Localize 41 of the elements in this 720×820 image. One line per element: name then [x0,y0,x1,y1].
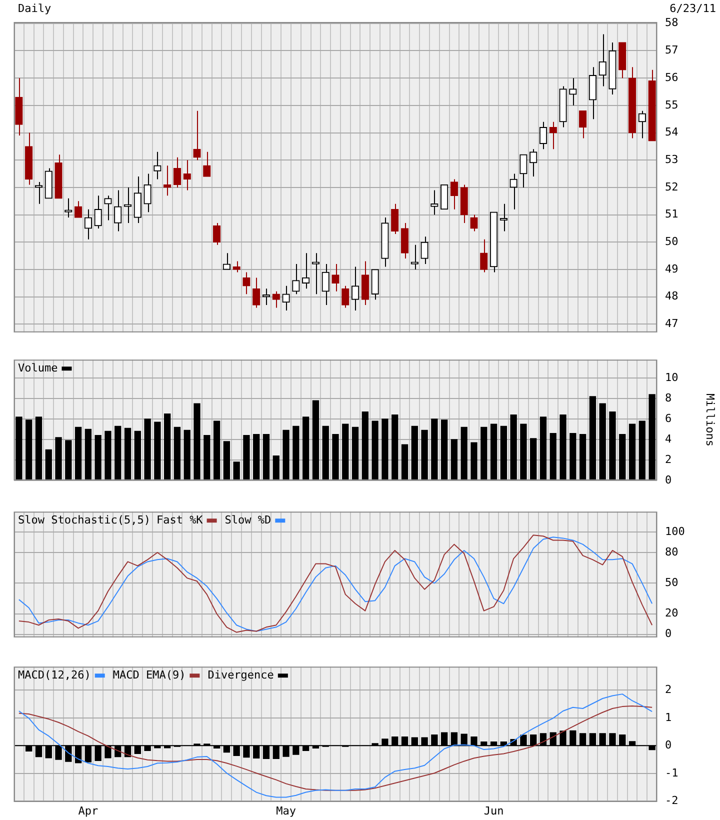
x-tick-label: May [276,804,296,818]
y-tick-label: 2 [665,452,672,466]
y-tick-label: 49 [665,262,678,276]
legend-label: Fast %K [156,513,204,526]
y-tick-label: 0 [665,627,672,640]
y-tick-label: 1 [665,710,672,724]
y-tick-label: 0 [665,738,672,752]
y-tick-label: 0 [665,473,672,486]
y-tick-label: 53 [665,152,678,166]
y-tick-label: 52 [665,180,678,194]
chart-title: Daily [18,2,52,15]
y-tick-label: 4 [665,432,672,446]
legend-label: MACD EMA(9) [112,668,186,682]
y-tick-label: 2 [665,683,672,696]
y-tick-label: 50 [665,576,678,590]
y-tick-label: 55 [665,98,678,112]
legend-label: Slow %D [224,513,272,526]
y-tick-label: -1 [665,766,678,780]
y-tick-label: 20 [665,606,678,620]
y-tick-label: 57 [665,44,678,57]
y-tick-label: 58 [665,16,678,30]
y-tick-label: 54 [665,126,679,139]
y-tick-label: 51 [665,208,678,221]
y-tick-label: 6 [665,412,672,425]
text: 6/23/11 [670,2,716,15]
y-tick-label: 47 [665,317,678,330]
y-tick-label: 8 [665,391,672,404]
legend-label: Volume [18,361,58,374]
y-tick-label: 48 [665,290,678,303]
y-tick-label: 80 [665,545,678,558]
y-axis-title: Millions [704,394,717,446]
y-tick-label: 56 [665,70,678,84]
legend-label: Divergence [208,668,274,682]
y-tick-label: -2 [665,794,678,808]
y-tick-label: 100 [665,524,685,538]
legend-label: MACD(12,26) [18,668,91,682]
y-tick-label: 10 [665,370,678,384]
y-tick-label: 50 [665,235,678,248]
chart-title: Slow Stochastic(5,5) [18,513,150,526]
x-tick-label: Apr [78,804,98,818]
x-tick-label: Jun [484,804,504,818]
